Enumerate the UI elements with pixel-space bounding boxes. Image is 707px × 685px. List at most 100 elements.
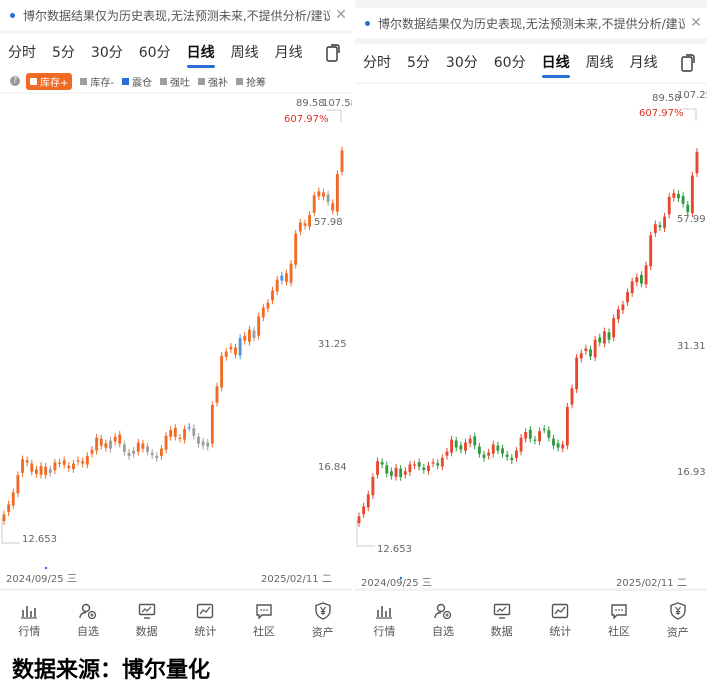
nav-hangqing[interactable]: 行情 <box>0 591 59 650</box>
indicator-zhencang[interactable]: 震仓 <box>122 74 152 89</box>
candle-body <box>39 465 43 475</box>
help-icon[interactable]: ? <box>10 76 20 86</box>
candle-body <box>95 437 99 451</box>
candle-body <box>658 225 662 228</box>
indicator-qiangtu[interactable]: 强吐 <box>160 74 190 89</box>
candle-body <box>589 349 592 357</box>
candles-right <box>357 148 699 527</box>
trend-icon <box>552 603 569 619</box>
nav-tongji[interactable]: 统计 <box>531 591 590 650</box>
date-start: 2024/09/25 三 <box>6 574 77 585</box>
candle-body <box>602 331 606 344</box>
right-screenshot: 博尔数据结果仅为历史表现,无法预测未来,不提供分析/建议。 ✕ 分时 5分 30… <box>355 0 707 650</box>
candle-body <box>681 196 685 204</box>
disclaimer-banner: 博尔数据结果仅为历史表现,无法预测未来,不提供分析/建议。 ✕ <box>355 8 707 38</box>
nav-shuju[interactable]: 数据 <box>472 591 531 650</box>
tab-30min[interactable]: 30分 <box>90 45 123 61</box>
candle-body <box>331 203 335 211</box>
candle-body <box>234 347 237 355</box>
candle-body <box>468 438 472 444</box>
indicator-qiangchou[interactable]: 抢筹 <box>236 74 266 89</box>
nav-zichan[interactable]: 资产 <box>648 591 707 650</box>
candle-body <box>159 448 163 456</box>
candle-body <box>21 459 24 473</box>
nav-zixuan[interactable]: 自选 <box>59 591 118 650</box>
indicator-kucun-plus[interactable]: 库存+ <box>26 72 73 90</box>
landscape-icon[interactable] <box>324 43 342 63</box>
candle-body <box>326 194 330 203</box>
tab-5min[interactable]: 5分 <box>52 45 75 61</box>
indicator-kucun-minus[interactable]: 库存- <box>80 74 114 89</box>
kline-svg-right: 89.58 107.25 607.97% 57.99 31.31 16.93 1… <box>356 90 707 588</box>
tab-weekly[interactable]: 周线 <box>230 45 259 61</box>
candle-body <box>127 452 131 457</box>
nav-label: 自选 <box>432 625 454 638</box>
tab-60min[interactable]: 60分 <box>138 45 171 61</box>
candle-body <box>552 438 555 446</box>
tab-weekly[interactable]: 周线 <box>585 55 614 71</box>
candle-body <box>44 466 48 476</box>
candle-body <box>289 263 293 283</box>
pct-change-label: 607.97% <box>284 114 329 125</box>
tab-30min[interactable]: 30分 <box>445 55 478 71</box>
tab-fenshi[interactable]: 分时 <box>363 55 391 71</box>
nav-shequ[interactable]: 社区 <box>235 591 294 650</box>
kline-chart-right[interactable]: 89.58 107.25 607.97% 57.99 31.31 16.93 1… <box>355 84 707 588</box>
monitor-chart-icon <box>138 603 155 619</box>
period-tabs: 分时 5分 30分 60分 日线 周线 月线 <box>0 34 352 72</box>
indicator-bar: ? 库存+ 库存- 震仓 强吐 强补 抢筹 <box>0 70 352 92</box>
tab-60min[interactable]: 60分 <box>493 55 526 71</box>
yen-shield-icon <box>669 602 686 620</box>
date-start: 2024/09/25 三 <box>361 578 432 588</box>
candle-body <box>85 456 89 465</box>
monitor-chart-icon <box>493 603 510 619</box>
candle-body <box>653 224 657 234</box>
candle-body <box>280 275 284 281</box>
close-icon[interactable]: ✕ <box>335 7 347 23</box>
nav-shequ[interactable]: 社区 <box>590 591 649 650</box>
candle-body <box>422 467 426 471</box>
nav-shuju[interactable]: 数据 <box>117 591 176 650</box>
trend-icon <box>197 603 214 619</box>
candle-body <box>413 464 416 466</box>
nav-label: 自选 <box>77 625 99 638</box>
tab-daily[interactable]: 日线 <box>179 34 223 72</box>
candle-body <box>630 281 634 294</box>
tab-daily[interactable]: 日线 <box>534 44 578 82</box>
nav-tongji[interactable]: 统计 <box>176 591 235 650</box>
candle-body <box>556 443 560 448</box>
disclaimer-text: 博尔数据结果仅为历史表现,无法预测未来,不提供分析/建议。 <box>23 8 330 23</box>
swatch-icon <box>80 77 88 85</box>
candle-body <box>303 223 307 226</box>
y-tick-top: 89.58 <box>296 98 325 109</box>
candle-body <box>561 444 565 449</box>
candle-body <box>635 277 639 283</box>
nav-zichan[interactable]: 资产 <box>293 591 352 650</box>
candle-body <box>109 440 112 449</box>
nav-hangqing[interactable]: 行情 <box>355 591 414 650</box>
candle-body <box>584 348 588 352</box>
candle-body <box>450 439 454 453</box>
candle-body <box>640 274 643 284</box>
tab-monthly[interactable]: 月线 <box>274 45 303 61</box>
candle-body <box>187 426 191 429</box>
candle-body <box>53 462 57 471</box>
nav-zixuan[interactable]: 自选 <box>414 591 473 650</box>
candle-body <box>178 437 182 439</box>
tab-fenshi[interactable]: 分时 <box>8 45 36 61</box>
candle-body <box>482 454 486 458</box>
candle-body <box>164 435 168 450</box>
tab-5min[interactable]: 5分 <box>407 55 430 71</box>
candle-body <box>118 434 122 444</box>
close-icon[interactable]: ✕ <box>690 15 702 31</box>
candle-body <box>524 432 528 439</box>
swatch-icon <box>236 77 243 85</box>
landscape-icon[interactable] <box>679 53 697 73</box>
tab-monthly[interactable]: 月线 <box>629 55 658 71</box>
candle-body <box>25 460 29 463</box>
indicator-qiangbu[interactable]: 强补 <box>198 74 228 89</box>
nav-label: 资产 <box>311 626 334 639</box>
source-caption: 数据来源：博尔量化 <box>12 658 211 683</box>
kline-chart-left[interactable]: 89.58 107.58 607.97% 57.98 31.25 16.84 1… <box>0 94 352 588</box>
swatch-icon <box>122 77 129 85</box>
